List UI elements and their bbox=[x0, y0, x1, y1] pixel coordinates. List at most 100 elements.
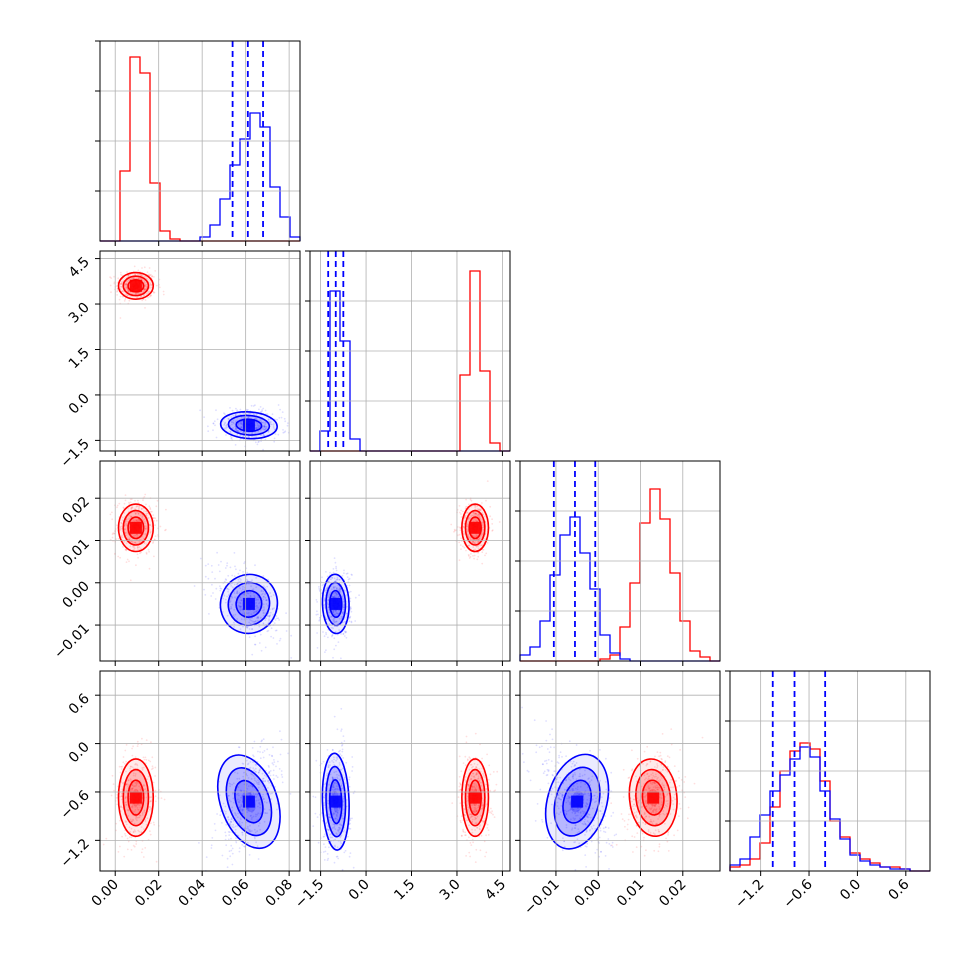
scatter-point bbox=[148, 808, 151, 811]
scatter-point bbox=[610, 815, 613, 817]
scatter-point bbox=[255, 413, 258, 416]
scatter-point bbox=[660, 777, 663, 779]
scatter-point bbox=[673, 834, 675, 837]
scatter-point bbox=[317, 841, 320, 844]
scatter-point bbox=[139, 806, 142, 809]
scatter-point bbox=[121, 835, 123, 838]
scatter-point bbox=[489, 773, 492, 776]
scatter-point bbox=[230, 800, 232, 803]
scatter-point bbox=[148, 550, 151, 553]
scatter-point bbox=[635, 775, 637, 778]
scatter-point bbox=[476, 826, 479, 829]
scatter-point bbox=[333, 577, 336, 580]
scatter-point bbox=[233, 583, 236, 586]
scatter-point bbox=[115, 822, 118, 825]
scatter-point bbox=[126, 783, 128, 785]
scatter-point bbox=[316, 610, 318, 613]
scatter-point bbox=[331, 788, 333, 791]
scatter-point bbox=[136, 546, 139, 549]
scatter-point bbox=[229, 407, 231, 409]
scatter-point bbox=[340, 633, 342, 635]
scatter-point bbox=[145, 739, 148, 741]
scatter-point bbox=[239, 799, 241, 802]
scatter-point bbox=[339, 778, 342, 781]
scatter-point bbox=[615, 843, 618, 846]
scatter-point bbox=[481, 804, 484, 807]
scatter-point bbox=[461, 835, 463, 837]
scatter-point bbox=[478, 515, 481, 518]
scatter-point bbox=[637, 800, 639, 802]
scatter-point bbox=[575, 814, 577, 817]
scatter-point bbox=[490, 807, 492, 810]
scatter-point bbox=[327, 636, 329, 639]
scatter-point bbox=[264, 423, 266, 426]
scatter-point bbox=[453, 528, 456, 531]
scatter-point bbox=[343, 635, 346, 637]
scatter-point bbox=[348, 577, 351, 580]
scatter-point bbox=[231, 809, 234, 812]
scatter-point bbox=[120, 795, 123, 798]
scatter-point bbox=[259, 419, 261, 422]
scatter-point bbox=[125, 520, 128, 522]
scatter-point bbox=[338, 774, 340, 777]
scatter-point bbox=[638, 821, 641, 824]
scatter-point bbox=[281, 411, 284, 413]
scatter-point bbox=[459, 529, 462, 532]
scatter-point bbox=[275, 615, 278, 617]
scatter-point bbox=[627, 818, 630, 821]
scatter-point bbox=[339, 823, 342, 826]
scatter-point bbox=[131, 803, 134, 805]
scatter-point bbox=[239, 587, 241, 590]
scatter-point bbox=[656, 764, 659, 767]
scatter-point bbox=[658, 843, 661, 846]
scatter-point bbox=[143, 788, 146, 791]
scatter-point bbox=[279, 753, 282, 756]
scatter-point bbox=[150, 284, 153, 287]
scatter-point bbox=[131, 766, 134, 768]
scatter-point bbox=[135, 805, 138, 808]
scatter-point bbox=[253, 777, 256, 780]
scatter-point bbox=[234, 812, 236, 814]
scatter-point bbox=[673, 765, 676, 767]
scatter-point bbox=[234, 444, 237, 446]
scatter-point bbox=[332, 587, 335, 590]
scatter-point bbox=[538, 746, 541, 749]
scatter-point bbox=[232, 427, 235, 429]
scatter-point bbox=[271, 607, 274, 610]
scatter-point bbox=[473, 776, 476, 779]
scatter-point bbox=[150, 800, 152, 802]
scatter-point bbox=[331, 596, 334, 598]
scatter-point bbox=[454, 529, 456, 532]
scatter-point bbox=[481, 533, 484, 536]
scatter-point bbox=[482, 548, 485, 551]
scatter-point bbox=[636, 816, 638, 819]
scatter-point bbox=[334, 614, 337, 616]
scatter-point bbox=[272, 746, 274, 749]
scatter-point bbox=[253, 828, 256, 831]
scatter-point bbox=[643, 811, 646, 814]
scatter-point bbox=[241, 612, 244, 615]
scatter-point bbox=[153, 555, 155, 558]
scatter-point bbox=[545, 720, 547, 722]
scatter-point bbox=[123, 541, 126, 543]
scatter-point bbox=[349, 852, 352, 854]
scatter-point bbox=[341, 574, 344, 577]
scatter-point bbox=[234, 414, 237, 416]
scatter-point bbox=[257, 825, 260, 827]
scatter-point bbox=[148, 523, 151, 526]
scatter-point bbox=[477, 540, 480, 543]
scatter-point bbox=[479, 509, 482, 512]
scatter-point bbox=[142, 766, 145, 769]
scatter-point bbox=[249, 830, 252, 833]
scatter-point bbox=[645, 789, 648, 791]
scatter-point bbox=[473, 783, 476, 785]
scatter-point bbox=[316, 632, 318, 634]
scatter-point bbox=[254, 620, 257, 623]
scatter-point bbox=[314, 812, 317, 815]
scatter-point bbox=[343, 776, 346, 779]
scatter-point bbox=[153, 291, 156, 294]
scatter-point bbox=[217, 564, 220, 566]
scatter-point bbox=[643, 774, 646, 777]
scatter-point bbox=[258, 625, 261, 628]
scatter-point bbox=[474, 512, 477, 515]
